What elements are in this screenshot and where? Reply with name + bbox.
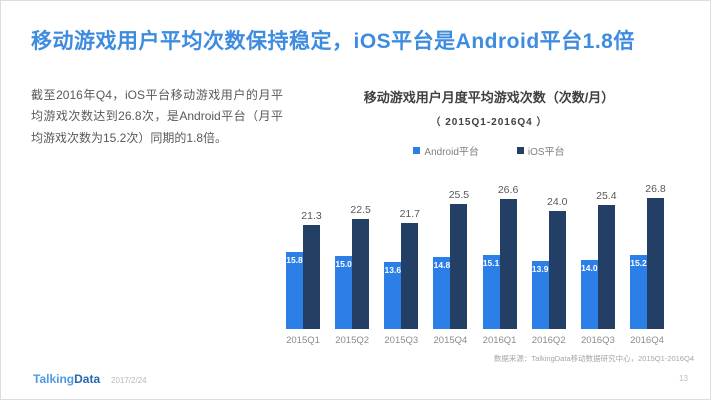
x-axis-label: 2016Q1 xyxy=(482,335,517,346)
logo-text-data: Data xyxy=(74,372,101,386)
slide-title: 移动游戏用户平均次数保持稳定，iOS平台是Android平台1.8倍 xyxy=(31,30,635,53)
bar-group: 15.2 26.8 xyxy=(629,183,666,329)
x-axis-label: 2016Q2 xyxy=(531,335,566,346)
chart-title: 移动游戏用户月度平均游戏次数（次数/月） xyxy=(363,90,615,105)
legend-item: Android平台 xyxy=(413,143,479,158)
bar-value-label: 13.6 xyxy=(384,265,402,276)
bar-group: 15.1 26.6 xyxy=(482,184,518,329)
bar: 22.5 xyxy=(350,204,371,329)
bar: 21.7 xyxy=(400,208,420,329)
bar-group: 13.9 24.0 xyxy=(531,196,567,329)
x-axis-label: 2015Q2 xyxy=(335,335,370,346)
x-axis-labels: 2015Q1 2015Q2 2015Q3 2015Q4 2016Q1 2016Q2 2016… xyxy=(286,335,664,346)
legend-swatch-icon xyxy=(516,147,524,154)
bar-value-label: 13.9 xyxy=(531,263,549,274)
bar-value-label: 22.5 xyxy=(350,203,371,216)
bar: 13.9 xyxy=(531,260,549,329)
bar-chart: 移动游戏用户月度平均游戏次数（次数/月） （ 2015Q1-2016Q4 ） A… xyxy=(284,87,694,377)
logo-text-talking: Talking xyxy=(33,372,75,386)
bar-value-label: 14.8 xyxy=(433,259,451,270)
bar: 21.3 xyxy=(301,210,322,329)
page-number: 13 xyxy=(679,374,688,383)
chart-source: 数据来源：TalkingData移动数据研究中心，2015Q1-2016Q4 xyxy=(493,354,694,363)
x-axis-label: 2015Q1 xyxy=(286,335,320,346)
bar: 24.0 xyxy=(547,196,567,329)
bar: 15.1 xyxy=(482,255,500,329)
bar: 25.5 xyxy=(449,189,469,329)
x-axis-label: 2016Q3 xyxy=(580,335,615,346)
bar-value-label: 15.1 xyxy=(482,258,500,268)
x-axis-label: 2015Q3 xyxy=(384,335,419,346)
x-axis-label: 2016Q4 xyxy=(630,335,664,346)
bar-value-label: 15.2 xyxy=(630,257,647,268)
bar: 26.8 xyxy=(645,183,666,329)
bar-group: 14.0 25.4 xyxy=(580,190,617,329)
chart-subtitle: （ 2015Q1-2016Q4 ） xyxy=(430,117,548,128)
legend-label: iOS平台 xyxy=(527,147,565,158)
bar-value-label: 15.0 xyxy=(335,258,352,269)
bar: 14.0 xyxy=(580,260,598,329)
bar-value-label: 14.0 xyxy=(581,263,598,274)
footer-date: 2017/2/24 xyxy=(111,376,147,385)
bar-groups: 15.8 21.3 15.0 22.5 13.6 21.7 14.8 25.5 15.1 26.6… xyxy=(286,183,666,329)
bar-value-label: 21.7 xyxy=(399,207,420,220)
legend-item: iOS平台 xyxy=(516,143,565,158)
bar: 13.6 xyxy=(384,262,402,329)
slide-description: 截至2016年Q4，iOS平台移动游戏用户的月平均游戏次数达到26.8次，是An… xyxy=(31,88,283,145)
legend-label: Android平台 xyxy=(424,147,479,158)
bar-group: 15.0 22.5 xyxy=(335,204,371,329)
bar-value-label: 15.8 xyxy=(286,254,303,265)
bar-group: 13.6 21.7 xyxy=(384,208,420,329)
bar-value-label: 24.0 xyxy=(546,196,568,209)
bar-group: 15.8 21.3 xyxy=(286,210,322,329)
talkingdata-logo: TalkingData xyxy=(33,372,100,386)
x-axis-label: 2015Q4 xyxy=(433,335,468,346)
bar: 25.4 xyxy=(596,190,617,329)
bar: 15.0 xyxy=(335,255,353,329)
chart-legend: Android平台 iOS平台 xyxy=(284,143,694,158)
bar-value-label: 25.5 xyxy=(448,189,470,201)
bar: 15.8 xyxy=(286,251,303,329)
bar: 26.6 xyxy=(498,184,518,329)
bar-value-label: 25.4 xyxy=(596,189,617,202)
bar: 14.8 xyxy=(433,256,451,329)
bar-value-label: 26.8 xyxy=(645,182,666,195)
bar-value-label: 26.6 xyxy=(497,183,519,196)
bar-value-label: 21.3 xyxy=(301,209,322,222)
bar-group: 14.8 25.5 xyxy=(433,189,469,329)
legend-swatch-icon xyxy=(413,147,421,154)
bar: 15.2 xyxy=(629,254,647,329)
